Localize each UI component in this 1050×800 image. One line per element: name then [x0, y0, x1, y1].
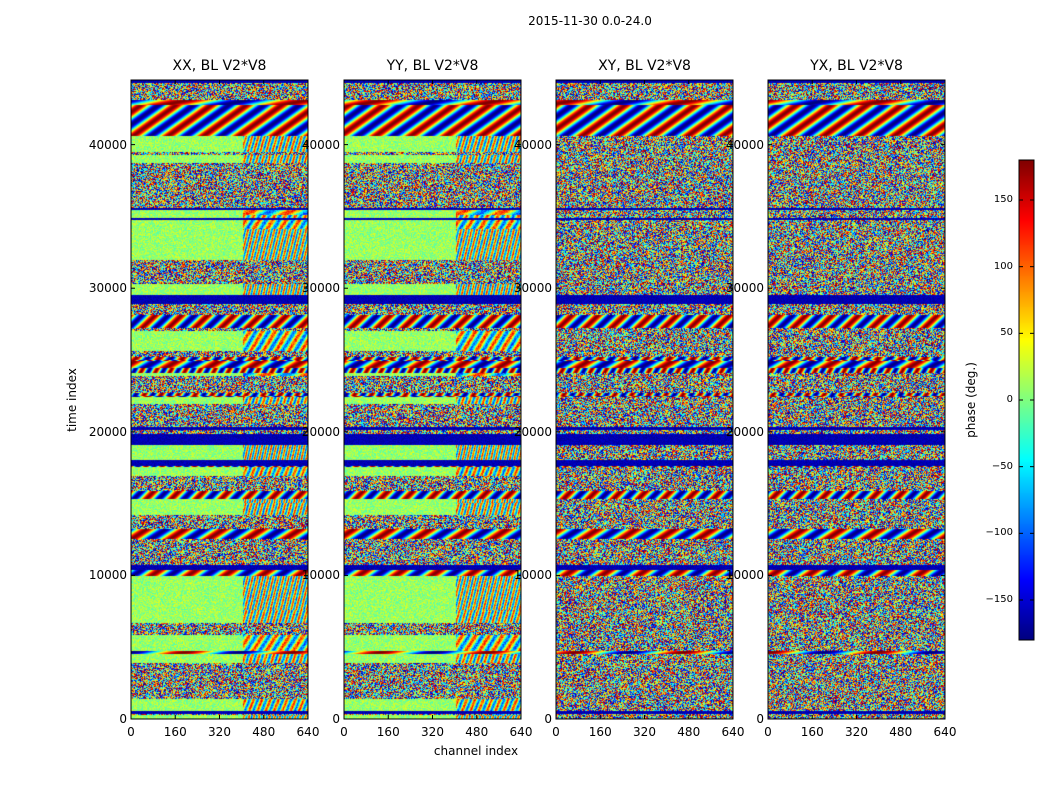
heatmap-panel-2 — [344, 80, 521, 719]
panel-frame-2 — [343, 79, 522, 720]
x-tick-label: 320 — [845, 725, 868, 739]
panel-frame-3 — [555, 79, 734, 720]
colorbar — [1019, 160, 1034, 640]
y-tick-label: 20000 — [725, 424, 764, 439]
y-tick-label: 20000 — [88, 424, 127, 439]
panel-frame-1 — [130, 79, 309, 720]
x-tick-label: 480 — [465, 725, 489, 739]
y-tick-label: 10000 — [513, 568, 552, 583]
panel-title-3: XY, BL V2*V8 — [598, 58, 691, 74]
y-tick-label: 30000 — [88, 281, 127, 296]
panel-title-4: YX, BL V2*V8 — [810, 58, 903, 74]
x-tick-label: 320 — [633, 725, 656, 739]
colorbar-tick-label: 150 — [993, 194, 1013, 205]
x-tick-label: 0 — [127, 725, 135, 739]
y-tick-label: 30000 — [725, 281, 764, 296]
y-tick-label: 10000 — [301, 568, 340, 583]
colorbar-tick-label: 0 — [1006, 394, 1013, 405]
x-tick-label: 0 — [552, 725, 560, 739]
y-tick-label: 40000 — [88, 137, 127, 152]
x-tick-label: 480 — [889, 725, 913, 739]
panel-frame-4 — [767, 79, 946, 720]
x-tick-label: 640 — [933, 725, 957, 739]
y-tick-label: 0 — [332, 712, 340, 726]
y-tick-label: 10000 — [725, 568, 764, 583]
colorbar-tick-label: 100 — [993, 260, 1013, 272]
colorbar-tick-label: −50 — [991, 460, 1013, 472]
x-tick-label: 480 — [252, 725, 276, 739]
heatmap-panel-4 — [768, 80, 945, 719]
heatmap-panel-3 — [556, 80, 733, 719]
x-tick-label: 0 — [764, 725, 772, 739]
y-tick-label: 30000 — [513, 281, 552, 296]
x-tick-label: 160 — [376, 725, 400, 739]
y-tick-label: 0 — [756, 712, 764, 726]
x-tick-label: 480 — [677, 725, 701, 739]
panel-title-1: XX, BL V2*V8 — [172, 58, 267, 74]
y-tick-label: 10000 — [88, 568, 127, 583]
y-tick-label: 0 — [119, 712, 127, 726]
panel-title-2: YY, BL V2*V8 — [386, 58, 479, 74]
figure-suptitle: 2015-11-30 0.0-24.0 — [528, 14, 652, 28]
x-tick-label: 0 — [340, 725, 348, 739]
x-tick-label: 640 — [296, 725, 320, 739]
y-tick-label: 20000 — [301, 424, 340, 439]
x-tick-label: 640 — [721, 725, 745, 739]
x-tick-label: 160 — [588, 725, 612, 739]
y-tick-label: 30000 — [301, 281, 340, 296]
colorbar-tick-label: −150 — [985, 594, 1013, 605]
y-tick-label: 40000 — [725, 137, 764, 152]
y-axis-label: time index — [65, 368, 79, 432]
heatmap-panel-1 — [131, 80, 308, 719]
x-tick-label: 320 — [421, 725, 444, 739]
colorbar-tick-label: −100 — [985, 527, 1013, 539]
y-tick-label: 20000 — [513, 424, 552, 439]
x-tick-label: 160 — [163, 725, 187, 739]
y-tick-label: 40000 — [301, 137, 340, 152]
colorbar-tick-label: 50 — [1000, 327, 1013, 339]
y-tick-label: 0 — [544, 712, 552, 726]
x-tick-label: 640 — [509, 725, 533, 739]
x-axis-label: channel index — [433, 744, 519, 758]
colorbar-label: phase (deg.) — [964, 362, 978, 438]
y-tick-label: 40000 — [513, 137, 552, 152]
x-tick-label: 160 — [800, 725, 824, 739]
x-tick-label: 320 — [208, 725, 231, 739]
